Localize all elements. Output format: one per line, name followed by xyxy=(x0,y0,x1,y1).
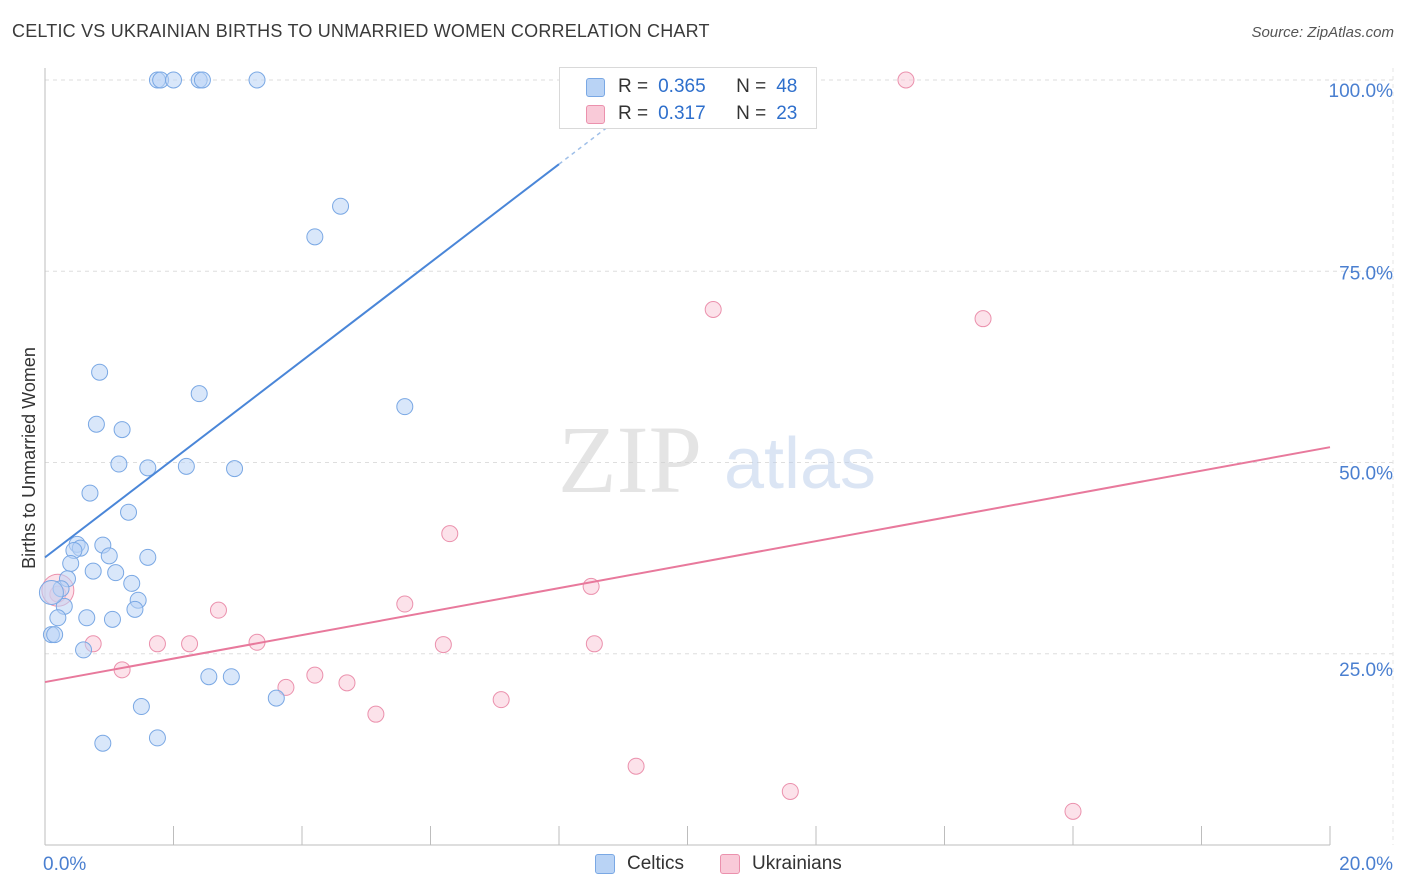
ukrainians-point xyxy=(396,595,414,613)
celtics-point xyxy=(123,574,141,592)
celtics-point xyxy=(49,609,67,627)
celtics-point xyxy=(81,484,99,502)
celtics-point xyxy=(226,460,244,478)
celtics-swatch xyxy=(595,854,615,874)
y-tick-label-25: 25.0% xyxy=(1339,660,1393,681)
chart-title: CELTIC VS UKRAINIAN BIRTHS TO UNMARRIED … xyxy=(12,21,710,41)
celtics-point xyxy=(100,547,118,565)
celtics-point xyxy=(107,564,125,582)
y-tick-label-100: 100.0% xyxy=(1329,81,1394,102)
celtics-point xyxy=(165,71,182,89)
ukrainians-point xyxy=(434,636,452,654)
celtics-point xyxy=(200,668,218,686)
y-tick-label-50: 50.0% xyxy=(1339,464,1393,485)
celtics-point xyxy=(132,698,150,716)
ukrainians-point xyxy=(1064,802,1082,820)
ukrainians-point xyxy=(585,635,603,653)
ukrainians-point xyxy=(781,782,799,800)
axis-labels: 25.0% 50.0% 75.0% 100.0% 0.0% 20.0% Births to … xyxy=(19,81,1393,875)
ukrainians-trendline xyxy=(44,446,1331,684)
celtics-point-cluster xyxy=(38,580,64,606)
ukrainians-swatch xyxy=(586,104,605,124)
trendlines xyxy=(44,104,1331,684)
ukrainians-r-value: 0.317 xyxy=(658,103,706,124)
n-label: N = xyxy=(736,76,767,97)
celtics-point xyxy=(396,398,414,416)
ukrainians-point xyxy=(306,666,324,684)
grid xyxy=(45,68,1395,845)
bottom-legend-ukrainians[interactable]: Ukrainians xyxy=(720,851,842,877)
bottom-legend-celtics[interactable]: Celtics xyxy=(595,851,684,877)
x-tick-label-20: 20.0% xyxy=(1339,854,1393,875)
watermark-atlas: atlas xyxy=(724,424,876,504)
celtics-swatch xyxy=(586,77,605,97)
ukrainians-point xyxy=(441,525,459,543)
ukrainians-n-value: 23 xyxy=(776,103,798,124)
celtics-point xyxy=(91,363,109,381)
x-tick-label-0: 0.0% xyxy=(43,854,86,875)
celtics-point xyxy=(139,548,157,566)
celtics-r-value: 0.365 xyxy=(658,76,706,97)
r-label: R = xyxy=(618,103,649,124)
celtics-point xyxy=(248,71,266,89)
celtics-point xyxy=(78,609,96,627)
ukrainians-point xyxy=(209,601,227,619)
celtics-point xyxy=(306,228,324,246)
celtics-point xyxy=(148,729,166,747)
ukrainians-point xyxy=(704,301,722,318)
celtics-point xyxy=(267,689,285,707)
celtics-n-value: 48 xyxy=(776,76,798,97)
celtics-point xyxy=(139,459,157,477)
y-axis-title: Births to Unmarried Women xyxy=(19,347,39,569)
celtics-point xyxy=(120,503,138,521)
legend-row-ukrainians: R = 0.317 N = 23 xyxy=(586,101,797,127)
celtics-point xyxy=(177,457,195,475)
ukrainians-point xyxy=(627,757,645,775)
celtics-point xyxy=(332,197,350,215)
watermark: ZIP atlas xyxy=(558,406,876,513)
celtics-point xyxy=(84,562,102,580)
ukrainians-point xyxy=(974,310,992,328)
celtics-point xyxy=(222,668,240,686)
ukrainians-point xyxy=(897,71,915,89)
celtics-trendline xyxy=(44,163,560,559)
celtics-points xyxy=(38,71,414,752)
n-label: N = xyxy=(736,103,767,124)
ukrainians-point xyxy=(338,674,356,692)
ukrainians-point xyxy=(148,635,166,653)
celtics-point xyxy=(87,415,105,433)
celtics-point xyxy=(126,600,144,618)
ukrainians-point xyxy=(492,691,510,709)
ukrainians-point xyxy=(367,705,385,723)
celtics-point xyxy=(62,554,80,572)
ukrainians-point xyxy=(277,678,295,696)
celtics-point xyxy=(94,734,112,752)
celtics-legend-label: Celtics xyxy=(627,853,685,874)
y-tick-label-75: 75.0% xyxy=(1339,263,1393,284)
r-label: R = xyxy=(618,76,649,97)
celtics-point xyxy=(75,641,93,659)
ukrainians-legend-label: Ukrainians xyxy=(752,853,842,874)
celtics-point xyxy=(193,71,211,89)
celtics-point xyxy=(110,455,128,473)
celtics-point xyxy=(46,626,64,644)
correlation-legend: R = 0.365 N = 48 R = 0.317 N = 23 xyxy=(559,67,817,129)
watermark-zip: ZIP xyxy=(558,406,702,513)
celtics-point xyxy=(103,610,121,628)
ukrainians-point xyxy=(181,635,199,653)
source-label: Source: ZipAtlas.com xyxy=(1251,24,1394,41)
axes xyxy=(44,68,1331,846)
legend-row-celtics: R = 0.365 N = 48 xyxy=(586,74,797,100)
ukrainians-swatch xyxy=(720,854,740,874)
celtics-point xyxy=(190,385,208,403)
celtics-point xyxy=(113,421,131,439)
